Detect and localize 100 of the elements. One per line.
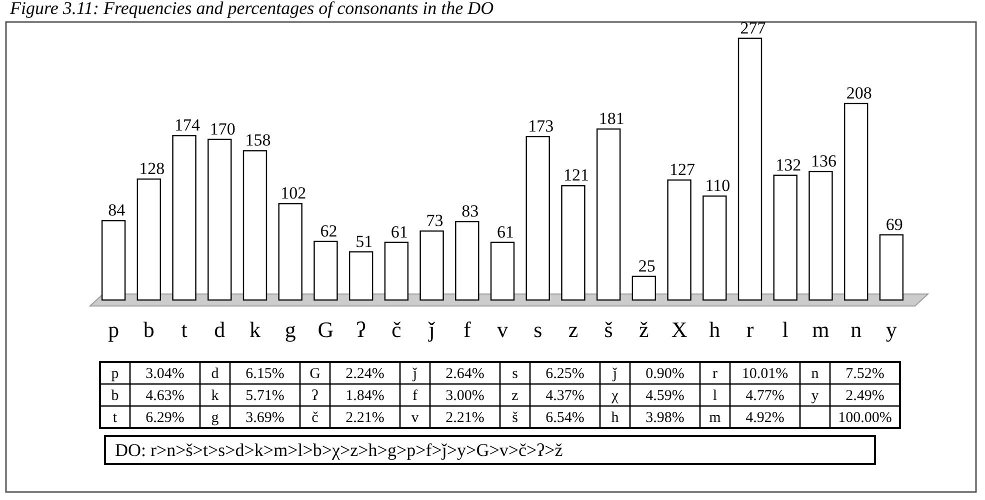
text: 4.63%: [146, 388, 184, 404]
data-label: 69: [886, 214, 903, 234]
text: n: [811, 366, 820, 382]
data-label: 121: [563, 166, 589, 185]
text: 2.49%: [846, 388, 884, 404]
x-tick-label: h: [709, 317, 720, 342]
text: 2.64%: [446, 366, 484, 382]
text: r: [712, 366, 718, 382]
x-tick-label: k: [249, 317, 260, 342]
data-label: 51: [356, 232, 373, 251]
bar: [172, 135, 196, 301]
text: 4.37%: [546, 388, 584, 404]
data-label: 102: [280, 184, 306, 203]
text: 4.59%: [646, 388, 684, 404]
data-label: 127: [670, 160, 696, 180]
data-label: 128: [139, 159, 165, 178]
bar: [242, 150, 268, 301]
data-label: 83: [462, 202, 479, 221]
text: 4.92%: [746, 410, 784, 426]
x-tick-label: ž: [639, 317, 650, 342]
text: ǰ: [612, 366, 618, 382]
x-tick-label: G: [318, 317, 334, 342]
data-label: 208: [846, 84, 872, 102]
bar: [455, 220, 480, 301]
text: g: [211, 410, 220, 426]
data-label: 61: [497, 222, 514, 242]
bar: [596, 128, 621, 301]
x-tick-label: p: [108, 317, 120, 342]
bar: [420, 230, 444, 301]
text: f: [412, 388, 418, 404]
x-tick-label: g: [284, 317, 296, 342]
bar: [101, 220, 126, 301]
x-tick-label: ʔ: [356, 317, 366, 342]
text: 10.01%: [742, 366, 788, 382]
bar: [808, 170, 833, 301]
text: y: [811, 388, 820, 404]
data-label: 62: [320, 221, 338, 240]
data-label: 136: [810, 152, 836, 171]
x-tick-label: n: [850, 317, 862, 342]
x-tick-label: r: [746, 317, 754, 342]
bar: [879, 234, 904, 301]
bar: [136, 178, 162, 301]
data-label: 170: [210, 119, 236, 138]
text: 6.29%: [146, 410, 184, 426]
text: 3.98%: [646, 410, 684, 426]
x-tick-label: s: [534, 317, 542, 342]
x-tick-label: č: [392, 317, 402, 342]
text: 2.21%: [346, 410, 384, 426]
x-tick-label: v: [497, 317, 508, 342]
x-tick-label: š: [604, 317, 613, 342]
data-label: 277: [740, 18, 766, 38]
text: s: [512, 366, 518, 382]
data-label: 174: [174, 116, 201, 135]
bar: [314, 240, 338, 301]
text: 4.77%: [746, 388, 784, 404]
bar: [844, 102, 868, 301]
text: ʔ: [312, 388, 319, 404]
bar: [490, 242, 515, 301]
x-tick-label: d: [214, 317, 226, 342]
data-label: 181: [598, 109, 624, 128]
text: 2.24%: [346, 366, 384, 382]
bar: [384, 242, 409, 301]
text: χ: [610, 388, 619, 404]
text: 1.84%: [346, 388, 384, 404]
x-tick-label: t: [181, 317, 188, 342]
text: č: [312, 410, 319, 426]
text: 6.25%: [546, 366, 584, 382]
text: 7.52%: [846, 366, 884, 382]
data-label: 84: [108, 200, 126, 220]
text: 2.21%: [446, 410, 484, 426]
x-tick-label: z: [568, 317, 578, 342]
data-label: 73: [426, 211, 444, 230]
text: 3.00%: [446, 388, 484, 404]
bar: [738, 38, 762, 301]
x-tick-label: l: [782, 317, 788, 342]
bar: [208, 138, 232, 301]
data-label: 25: [638, 256, 656, 276]
x-tick-label: b: [143, 317, 154, 342]
data-label: 173: [528, 116, 554, 136]
text: k: [211, 388, 220, 404]
bar: [773, 174, 798, 301]
x-tick-label: y: [886, 317, 897, 342]
x-tick-label: m: [812, 317, 830, 342]
bar: [526, 136, 550, 301]
text: DO: r>n>š>t>s>d>k>m>l>b>χ>z>h>g>p>f>ǰ>y>G>v>č>ʔ>ž: [115, 440, 563, 460]
text: l: [712, 388, 718, 404]
data-label: 61: [390, 222, 408, 242]
chart-title: Figure 3.11: Frequencies and percentages of consonants in the DO: [9, 0, 494, 18]
x-tick-label: ǰ: [428, 317, 436, 342]
bar: [348, 251, 374, 301]
text: p: [111, 366, 119, 382]
data-label: 132: [776, 155, 802, 174]
text: G: [310, 366, 321, 382]
text: t: [112, 410, 118, 426]
text: 3.04%: [146, 366, 184, 382]
data-label: 158: [245, 130, 271, 150]
x-tick-label: X: [671, 317, 688, 342]
text: m: [709, 410, 722, 426]
text: b: [111, 388, 119, 404]
text: š: [512, 410, 518, 426]
